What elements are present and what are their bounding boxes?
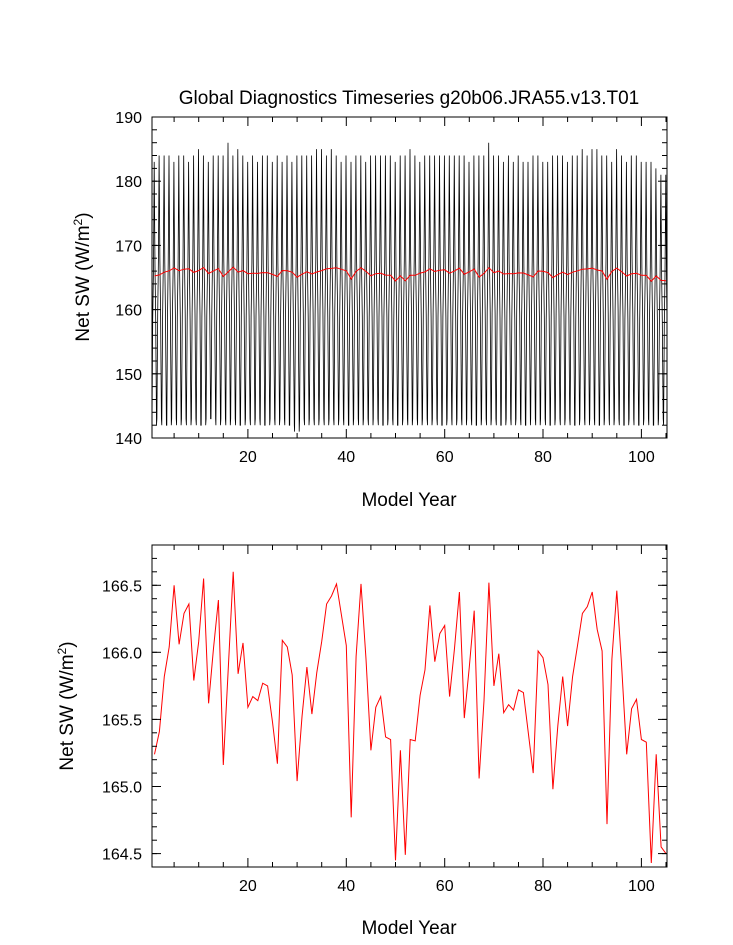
top-y-tick-label: 160 [115,303,142,320]
top-x-tick-label: 60 [436,449,454,466]
bottom-y-axis-label: Net SW (W/m2) [55,641,78,770]
panel-top: 20 40 60 80 100 140 150 160 170 180 190 Model Year… [71,110,668,511]
top-y-tick-label: 180 [115,174,142,191]
bottom-x-tick-label: 60 [436,878,454,895]
bottom-x-axis-label: Model Year [361,918,457,939]
top-series-monthly-cycle [151,142,668,432]
bottom-x-tick-label: 100 [628,878,655,895]
top-plot-area [151,142,668,432]
bottom-y-tick-label: 166.5 [102,578,142,595]
bottom-y-tick-label: 166.0 [102,645,142,662]
bottom-x-tick-label: 20 [239,878,257,895]
bottom-x-tick-label: 80 [534,878,552,895]
bottom-plot-frame [151,544,668,868]
top-x-tick-label: 20 [239,449,257,466]
panel-bottom: 20 40 60 80 100 164.5 165.0 165.5 166.0 166.5 Mod… [55,544,668,939]
bottom-x-tick-label: 40 [337,878,355,895]
top-x-tick-label: 80 [534,449,552,466]
bottom-y-tick-label: 165.0 [102,780,142,797]
top-y-axis-label-sup: 2 [71,218,85,225]
bottom-axes: 20 40 60 80 100 164.5 165.0 165.5 166.0 166.5 [102,544,667,895]
top-series-annual-mean [154,266,667,282]
top-y-axis-label-main: Net SW (W/m [73,225,94,341]
top-y-tick-label: 150 [115,367,142,384]
figure-title: Global Diagnostics Timeseries g20b06.JRA… [179,88,639,109]
top-y-tick-label: 170 [115,238,142,255]
top-plot-frame [151,116,668,439]
top-y-axis-label-close: ) [73,212,94,218]
top-y-axis-label: Net SW (W/m2) [71,212,94,341]
top-y-tick-label: 140 [115,431,142,448]
top-y-tick-label: 190 [115,110,142,127]
top-x-axis-label: Model Year [361,490,457,511]
bottom-y-tick-label: 164.5 [102,847,142,864]
bottom-y-axis-label-close: ) [57,641,78,647]
top-axes: 20 40 60 80 100 140 150 160 170 180 190 [115,110,667,466]
bottom-plot-area [154,571,667,864]
bottom-y-tick-label: 165.5 [102,712,142,729]
top-x-tick-label: 40 [337,449,355,466]
top-x-tick-label: 100 [628,449,655,466]
bottom-y-axis-label-main: Net SW (W/m [57,654,78,770]
bottom-y-axis-label-sup: 2 [55,647,69,654]
bottom-series-annual-mean [154,571,667,864]
